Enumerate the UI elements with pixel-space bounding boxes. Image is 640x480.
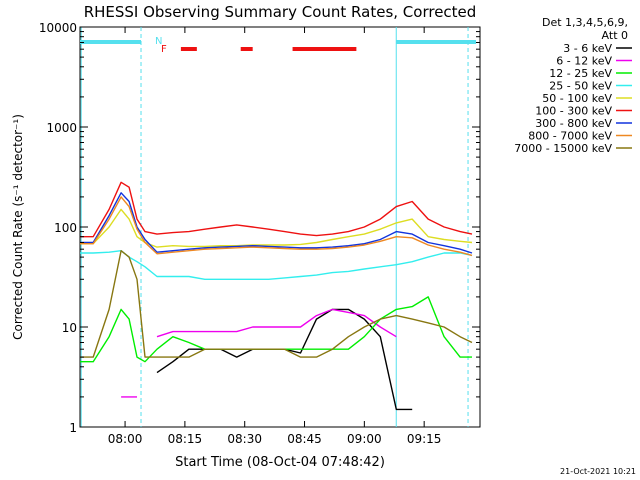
series-line (80, 196, 473, 257)
flag-bar-cyan (80, 40, 142, 44)
x-tick-label: 09:00 (347, 432, 382, 446)
series-line (80, 250, 473, 358)
series-line (80, 181, 473, 238)
series-layer (80, 181, 473, 411)
legend-label: 300 - 800 keV (535, 117, 612, 130)
x-axis-label: Start Time (08-Oct-04 07:48:42) (175, 455, 385, 470)
chart-title: RHESSI Observing Summary Count Rates, Co… (84, 3, 477, 21)
legend-label: 25 - 50 keV (549, 80, 612, 93)
legend-label: 6 - 12 keV (556, 55, 612, 68)
series-line (80, 208, 473, 248)
x-tick-label: 08:15 (168, 432, 203, 446)
legend-label: 3 - 6 keV (563, 42, 612, 55)
series-line (80, 296, 472, 363)
footer-date: 21-Oct-2021 10:21 (560, 467, 636, 476)
x-tick-label: 08:30 (227, 432, 262, 446)
flag-n-label: N (155, 36, 162, 47)
x-tick-label: 08:00 (108, 432, 143, 446)
flag-bar-red (240, 47, 253, 51)
series-line (121, 308, 397, 398)
series-line (80, 192, 473, 254)
x-tick-label: 08:45 (287, 432, 322, 446)
x-tick-label: 09:15 (407, 432, 442, 446)
axes-layer: 08:00 08:15 08:30 08:45 09:00 09:15 1 10 100 1000… (39, 21, 480, 446)
flag-bar-cyan (396, 40, 477, 44)
legend-label: 7000 - 15000 keV (514, 142, 612, 155)
y-tick-label: 10000 (39, 21, 77, 35)
legend-label: 12 - 25 keV (549, 67, 612, 80)
series-line (156, 308, 413, 411)
series-line (80, 250, 473, 280)
y-tick-label: 1 (69, 421, 77, 435)
flag-f-label: F (161, 44, 167, 55)
flag-bar-red (292, 47, 357, 51)
flags-layer (80, 27, 477, 427)
detectors-line2: Att 0 (602, 29, 628, 42)
legend-label: 800 - 7000 keV (528, 130, 612, 143)
y-tick-label: 10 (62, 321, 77, 335)
detectors-line1: Det 1,3,4,5,6,9, (542, 16, 628, 29)
flag-bar-red (180, 47, 197, 51)
y-axis-label: Corrected Count Rate (s⁻¹ detector⁻¹) (11, 114, 25, 340)
y-tick-label: 100 (54, 221, 77, 235)
legend-label: 50 - 100 keV (542, 92, 612, 105)
legend-label: 100 - 300 keV (535, 105, 612, 118)
y-tick-label: 1000 (46, 121, 77, 135)
